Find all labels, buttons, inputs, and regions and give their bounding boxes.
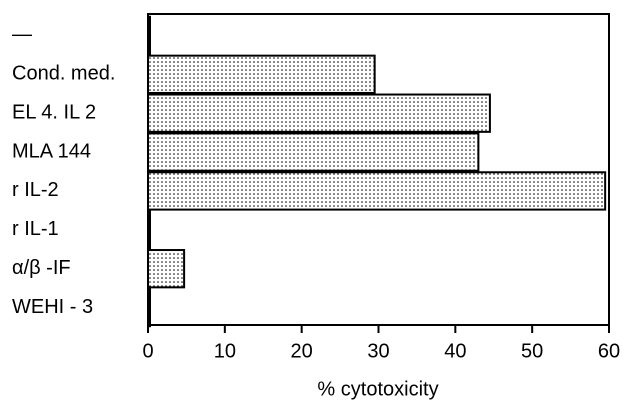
x-tick-label: 20 — [291, 340, 313, 362]
x-axis-label: % cytotoxicity — [317, 378, 438, 400]
y-tick-label: r IL-2 — [12, 179, 59, 201]
y-tick-label: WEHI - 3 — [12, 296, 93, 318]
y-tick-label: r IL-1 — [12, 218, 59, 240]
y-tick-label: α/β -IF — [12, 257, 71, 279]
y-tick-label: — — [12, 24, 32, 46]
bar — [147, 249, 186, 289]
x-tick-label: 60 — [598, 340, 620, 362]
bar — [147, 54, 376, 94]
bar — [147, 287, 151, 328]
x-tick-label: 50 — [521, 340, 543, 362]
bar — [147, 210, 151, 250]
x-tick-label: 10 — [214, 340, 236, 362]
y-tick-label: Cond. med. — [12, 63, 115, 85]
x-tick-label: 0 — [142, 340, 153, 362]
bar — [147, 171, 607, 211]
bar — [147, 132, 480, 172]
y-tick-label: EL 4. IL 2 — [12, 101, 96, 123]
bar — [147, 15, 151, 56]
x-tick-label: 30 — [367, 340, 389, 362]
x-tick-label: 40 — [444, 340, 466, 362]
bar — [147, 93, 491, 133]
y-tick-label: MLA 144 — [12, 140, 91, 162]
